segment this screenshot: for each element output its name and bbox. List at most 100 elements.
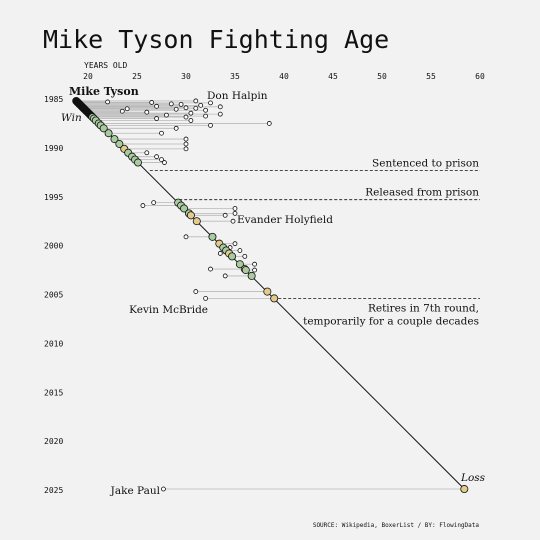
tyson-points: [72, 96, 469, 494]
opponent-point: [163, 112, 169, 118]
opponent-points: [105, 98, 272, 492]
opponent-point: [203, 107, 209, 113]
opponent-point: [252, 261, 258, 267]
opponent-point: [183, 136, 189, 142]
y-tick-label: 1990: [44, 144, 63, 153]
fighter-label: Mike Tyson: [69, 85, 139, 98]
tyson-fight-point: [263, 287, 272, 296]
opponent-point: [237, 248, 243, 253]
opponent-point: [183, 146, 189, 152]
tyson-fight-point: [186, 211, 195, 220]
tyson-fight-point: [208, 232, 217, 241]
opponent-point: [154, 103, 160, 109]
opponent-point: [232, 241, 238, 247]
annotations: Mike Tyson Win Loss Don Halpin Evander Holyf…: [61, 85, 486, 497]
opponent-point: [193, 98, 199, 104]
opponent-point: [140, 203, 146, 208]
y-tick-label: 1995: [44, 193, 63, 202]
tyson-fight-point: [115, 139, 124, 148]
y-tick-label: 2020: [44, 437, 63, 446]
opponent-point: [151, 200, 157, 206]
x-tick-label: 35: [230, 72, 240, 81]
loss-label: Loss: [460, 472, 486, 484]
opponent-point: [183, 114, 189, 120]
opponent-point: [208, 100, 213, 106]
opponent-point: [173, 125, 179, 131]
opponent-point: [188, 118, 194, 123]
opponent-point: [217, 104, 223, 110]
opponent-point: [203, 296, 209, 301]
opponent-point: [193, 105, 199, 111]
opponent-point: [198, 102, 204, 108]
opponent-label: Don Halpin: [207, 90, 268, 102]
opponent-point: [173, 106, 179, 112]
opponent-point: [149, 100, 155, 105]
opponent-point: [242, 253, 248, 259]
y-tick-label: 2005: [44, 291, 63, 300]
opponent-point: [208, 122, 213, 128]
y-tick-label: 2000: [44, 242, 63, 251]
tyson-fight-point: [460, 485, 469, 494]
x-tick-label: 45: [328, 72, 338, 81]
tyson-fight-point: [110, 135, 119, 144]
tyson-fight-point: [133, 158, 142, 167]
tyson-fight-point: [104, 129, 113, 138]
y-tick-label: 2025: [44, 486, 63, 495]
x-tick-label: 20: [83, 72, 93, 81]
opponent-point: [217, 111, 223, 117]
opponent-label: Jake Paul: [110, 485, 161, 497]
opponent-point: [183, 141, 189, 147]
events: Sentenced to prison Released from prison R…: [149, 157, 480, 327]
opponent-point: [203, 113, 209, 119]
opponent-point: [252, 267, 258, 273]
x-tick-label: 55: [426, 72, 436, 81]
opponent-point: [232, 210, 238, 216]
event-label: temporarily for a couple decades: [303, 315, 479, 327]
opponent-point: [159, 130, 164, 136]
opponent-point: [217, 251, 223, 256]
opponent-point: [188, 110, 194, 116]
source-note: SOURCE: Wikipedia, BoxerList / BY: Flowi…: [313, 522, 480, 529]
x-axis-label: YEARS OLD: [84, 61, 128, 70]
opponent-point: [183, 234, 189, 240]
opponent-point: [144, 150, 150, 156]
opponent-point: [162, 160, 167, 165]
tyson-fight-point: [228, 252, 237, 261]
opponent-label: Evander Holyfield: [237, 214, 333, 226]
event-label: Retires in 7th round,: [368, 302, 479, 314]
x-ticks: 20 25 30 35 40 45 50 55 60: [83, 72, 485, 81]
opponent-point: [266, 121, 272, 126]
opponent-point: [119, 108, 125, 114]
opponent-label: Kevin McBride: [129, 304, 208, 316]
x-tick-label: 25: [132, 72, 142, 81]
opponent-point: [178, 101, 184, 107]
opponent-point: [208, 266, 213, 272]
opponent-point: [144, 109, 150, 115]
opponent-point: [105, 99, 110, 105]
chart-title: Mike Tyson Fighting Age: [43, 25, 389, 54]
tyson-fight-point: [247, 271, 256, 280]
x-tick-label: 40: [279, 72, 289, 81]
y-tick-label: 1985: [44, 95, 63, 104]
x-tick-label: 50: [377, 72, 387, 81]
opponent-point: [230, 218, 236, 224]
y-ticks: 1985 1990 1995 2000 2005 2010 2015 2020 2025: [44, 95, 63, 495]
tyson-fight-point: [180, 204, 189, 213]
tyson-fight-point: [235, 260, 244, 269]
opponent-point: [124, 106, 130, 112]
opponent-point: [222, 273, 228, 279]
opponent-point: [222, 212, 228, 218]
win-label: Win: [61, 112, 82, 124]
y-tick-label: 2010: [44, 339, 63, 348]
opponent-point: [193, 289, 199, 294]
opponent-point: [232, 206, 238, 211]
event-label: Released from prison: [365, 187, 479, 199]
tyson-fight-point: [241, 266, 250, 275]
tyson-fight-point: [192, 217, 201, 226]
event-label: Sentenced to prison: [372, 157, 479, 169]
opponent-point: [159, 157, 164, 163]
opponent-point: [183, 105, 189, 111]
opponent-point: [154, 116, 160, 121]
x-tick-label: 60: [475, 72, 485, 81]
